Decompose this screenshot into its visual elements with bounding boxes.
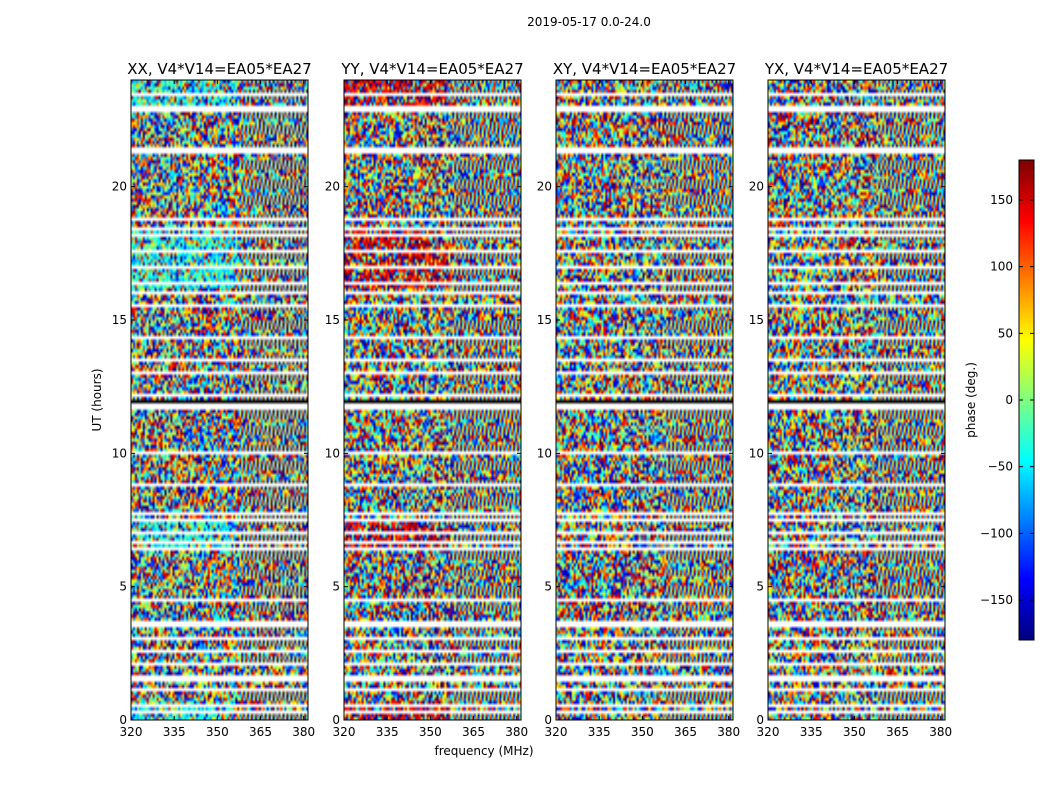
panel-title: YX, V4*V14=EA05*EA27 [764,60,948,78]
y-tick-label: 15 [749,313,764,327]
x-tick-label: 320 [757,725,780,739]
x-tick-label: 350 [206,725,229,739]
x-tick-label: 380 [929,725,952,739]
x-tick-label: 365 [674,725,697,739]
y-tick-label: 20 [537,180,552,194]
axes-frame [130,79,309,721]
x-tick-label: 320 [333,725,356,739]
y-tick-label: 15 [325,313,340,327]
panel-xy: XY, V4*V14=EA05*EA27 320 335 350 365 380 0 5 10 1… [537,60,740,739]
y-tick-label: 5 [756,580,764,594]
y-tick-label: 10 [112,446,127,460]
heatmap-xx [131,80,308,720]
axes-frame [555,79,734,721]
panel-title: XX, V4*V14=EA05*EA27 [127,60,311,78]
x-tick-label: 350 [419,725,442,739]
y-tick-label: 20 [749,180,764,194]
figure-title: 2019-05-17 0.0-24.0 [527,15,651,29]
y-tick-label: 20 [112,180,127,194]
colorbar: 150 100 50 0 −50 −100 −150 phase (deg.) [964,159,1035,641]
x-tick-label: 320 [545,725,568,739]
x-tick-label: 365 [886,725,909,739]
x-tick-label: 380 [292,725,315,739]
y-axis-label: UT (hours) [90,368,104,431]
colorbar-tick-label: −50 [988,460,1013,474]
colorbar-tick-label: −150 [980,593,1013,607]
x-tick-label: 335 [163,725,186,739]
x-tick-label: 320 [120,725,143,739]
colorbar-gradient [1019,160,1034,640]
colorbar-label: phase (deg.) [964,362,978,438]
panel-title: XY, V4*V14=EA05*EA27 [553,60,736,78]
y-tick-label: 15 [112,313,127,327]
x-tick-label: 335 [588,725,611,739]
y-tick-label: 0 [544,713,552,727]
x-tick-label: 335 [800,725,823,739]
x-tick-label: 350 [843,725,866,739]
heatmap-xy [556,80,733,720]
x-tick-label: 335 [376,725,399,739]
panel-xx: XX, V4*V14=EA05*EA27 320 335 350 365 380 0 5 10 1… [112,60,315,739]
panel-yy: YY, V4*V14=EA05*EA27 320 335 350 365 380 0 5 10 1… [325,60,528,739]
colorbar-tick-label: −100 [980,526,1013,540]
x-axis-label: frequency (MHz) [434,744,533,758]
axes-frame [343,79,522,721]
x-tick-label: 365 [249,725,272,739]
y-tick-label: 15 [537,313,552,327]
panels: XX, V4*V14=EA05*EA27 320 335 350 365 380 0 5 10 1… [112,60,952,739]
colorbar-tick-label: 0 [1005,393,1013,407]
x-tick-label: 380 [717,725,740,739]
colorbar-tick-label: 50 [998,326,1013,340]
colorbar-tick-label: 100 [990,260,1013,274]
panel-title: YY, V4*V14=EA05*EA27 [340,60,523,78]
y-tick-label: 5 [332,580,340,594]
y-tick-label: 10 [325,446,340,460]
y-tick-label: 20 [325,180,340,194]
y-tick-label: 10 [537,446,552,460]
panel-yx: YX, V4*V14=EA05*EA27 320 335 350 365 380 0 5 10 1… [749,60,952,739]
y-tick-label: 5 [119,580,127,594]
y-tick-label: 0 [756,713,764,727]
x-tick-label: 350 [631,725,654,739]
x-tick-label: 380 [505,725,528,739]
heatmap-yx [768,80,945,720]
axes-frame [767,79,946,721]
y-tick-label: 0 [332,713,340,727]
colorbar-tick-label: 150 [990,193,1013,207]
y-tick-label: 10 [749,446,764,460]
y-tick-label: 5 [544,580,552,594]
x-tick-label: 365 [462,725,485,739]
heatmap-yy [344,80,521,720]
y-tick-label: 0 [119,713,127,727]
